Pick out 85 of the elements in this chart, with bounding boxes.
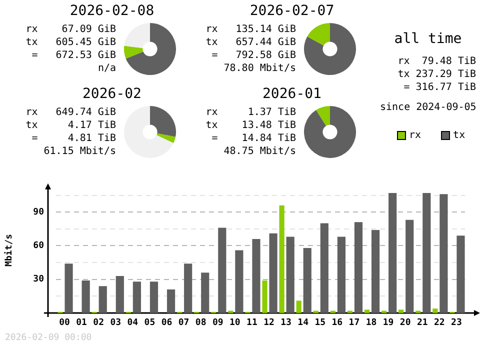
- x-tick-label: 05: [144, 318, 156, 328]
- bar: [388, 193, 397, 313]
- text: = 672.53 GiB: [30, 49, 116, 62]
- text: rx 649.74 GiB: [24, 106, 116, 119]
- bar: [296, 300, 302, 313]
- x-tick-label: 07: [178, 318, 190, 328]
- bar: [286, 236, 294, 313]
- y-tick-label: 90: [33, 207, 44, 218]
- text: rx 1.37 TiB: [204, 106, 296, 119]
- x-tick-label: 06: [161, 318, 172, 328]
- text: rx 67.09 GiB: [24, 23, 116, 36]
- text: = 792.58 GiB: [210, 49, 296, 62]
- bar: [279, 205, 284, 313]
- bar: [406, 220, 414, 313]
- text: tx 237.29 TiB: [396, 68, 476, 81]
- text: tx 657.44 GiB: [204, 36, 296, 49]
- y-tick-label: 60: [33, 241, 44, 252]
- text: since 2024-09-05: [380, 101, 476, 114]
- chart-title: 2026-01: [261, 86, 322, 102]
- x-tick-label: 01: [76, 318, 87, 328]
- x-tick-label: 15: [314, 318, 326, 328]
- bar: [432, 308, 438, 313]
- x-tick-label: 20: [400, 318, 411, 328]
- legend-label: tx: [453, 130, 466, 141]
- x-tick-label: 18: [366, 318, 377, 328]
- text: rx 79.48 TiB: [396, 55, 476, 68]
- text: tx 4.17 TiB: [24, 119, 116, 132]
- y-tick-label: 30: [33, 274, 44, 285]
- bar: [398, 310, 404, 313]
- bar: [354, 222, 363, 313]
- text: tx 13.48 TiB: [204, 119, 296, 132]
- bar: [184, 264, 192, 313]
- bar: [252, 238, 260, 313]
- text: all time: [393, 31, 463, 47]
- x-tick-label: 10: [230, 318, 240, 328]
- text: 78.80 Mbit/s: [222, 62, 296, 75]
- bar: [262, 280, 268, 313]
- bar: [303, 248, 312, 313]
- bar: [440, 194, 448, 313]
- bar: [166, 289, 176, 313]
- x-tick-label: 23: [451, 318, 462, 328]
- bar: [320, 223, 328, 313]
- bar: [218, 228, 226, 313]
- bar: [132, 282, 141, 313]
- x-tick-label: 21: [416, 318, 428, 328]
- bar: [269, 233, 278, 313]
- text: tx 605.45 GiB: [24, 36, 116, 49]
- x-tick-label: 16: [332, 318, 343, 328]
- y-axis-title: Mbit/s: [4, 234, 15, 266]
- chart-title: 2026-02-08: [68, 3, 156, 19]
- x-tick-label: 13: [280, 318, 292, 328]
- bar: [456, 236, 465, 313]
- text: = 14.84 TiB: [210, 132, 296, 145]
- x-tick-label: 14: [298, 318, 310, 328]
- x-tick-label: 09: [212, 318, 224, 328]
- x-tick-label: 02: [93, 318, 104, 328]
- x-tick-label: 19: [382, 318, 394, 328]
- x-tick-label: 08: [195, 318, 206, 328]
- chart-title: 2026-02-07: [248, 3, 336, 19]
- text: = 4.81 TiB: [30, 132, 116, 145]
- x-tick-label: 04: [127, 318, 139, 328]
- bar: [371, 230, 380, 313]
- x-tick-label: 17: [348, 318, 360, 328]
- x-tick-label: 03: [110, 318, 122, 328]
- bar: [64, 264, 73, 313]
- text: rx 135.14 GiB: [204, 23, 296, 36]
- x-tick-label: 12: [264, 318, 274, 328]
- bar: [364, 310, 370, 313]
- bar: [116, 276, 124, 313]
- text: 48.75 Mbit/s: [222, 145, 296, 158]
- x-tick-label: 22: [434, 318, 445, 328]
- bar: [150, 282, 158, 313]
- x-tick-label: 11: [246, 318, 258, 328]
- x-tick-label: 00: [59, 318, 70, 328]
- bar: [201, 272, 210, 313]
- text: 61.15 Mbit/s: [42, 145, 116, 158]
- legend-label: rx: [409, 130, 422, 141]
- bar: [422, 193, 431, 313]
- text: n/a: [96, 62, 116, 75]
- chart-title: 2026-02: [81, 86, 142, 102]
- bar: [98, 286, 107, 313]
- bar: [235, 250, 244, 313]
- text: = 316.77 TiB: [402, 81, 476, 94]
- bar: [337, 236, 346, 313]
- bar: [82, 280, 90, 313]
